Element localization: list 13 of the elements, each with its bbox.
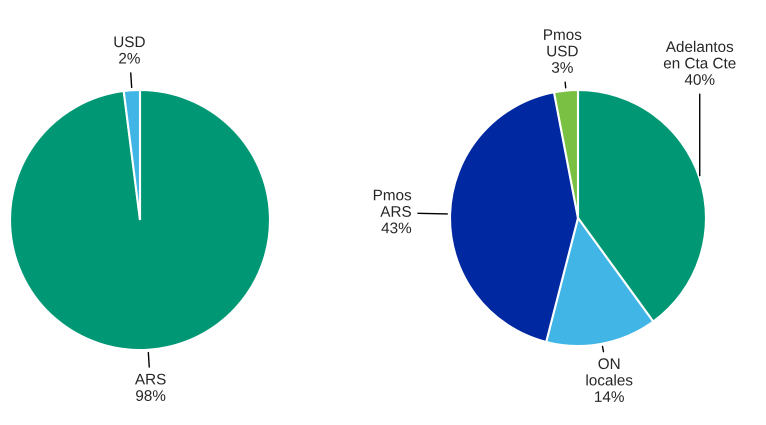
slice-label: ON locales — [586, 358, 632, 386]
slice-label: Adelantos en Cta Cte — [664, 40, 736, 68]
slice-label: Pmos USD — [544, 29, 582, 56]
data-label: 43% — [381, 222, 412, 234]
data-label: 3% — [552, 62, 573, 73]
slice-label: USD — [114, 36, 145, 48]
data-label: 2% — [119, 52, 140, 64]
data-label: 98% — [136, 390, 166, 401]
data-label: 40% — [684, 74, 714, 85]
pie-slice — [8, 88, 272, 352]
data-label: 14% — [595, 391, 624, 402]
slice-label: ARS — [134, 374, 166, 385]
slice-label: Pmos ARS — [374, 190, 412, 217]
